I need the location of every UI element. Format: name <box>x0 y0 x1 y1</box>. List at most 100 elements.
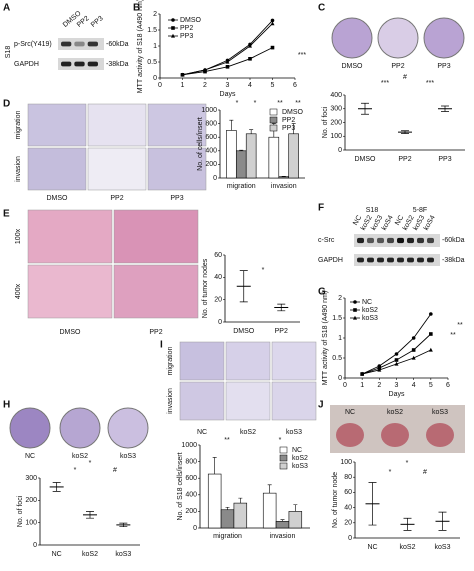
significance-label: *** <box>426 80 434 87</box>
band <box>357 237 364 244</box>
y-tick-label: 1 <box>338 335 342 342</box>
significance-label: * <box>389 469 392 476</box>
label: GAPDH <box>14 61 39 68</box>
x-tick-label: PP2 <box>275 328 288 335</box>
label: S18 <box>366 207 379 214</box>
dish-image <box>9 407 51 449</box>
micrograph <box>113 209 199 264</box>
point <box>248 57 252 61</box>
y-tick-label: 0 <box>213 175 217 182</box>
label: invasion <box>15 156 22 182</box>
error-bar <box>293 504 298 512</box>
band <box>61 41 72 47</box>
band <box>377 257 384 263</box>
bar <box>268 136 280 179</box>
micrograph <box>225 341 271 381</box>
dish-image <box>423 17 465 59</box>
label: -38kDa <box>106 61 129 68</box>
y-tick-label: 300 <box>25 475 37 482</box>
y-axis-label: No. of tumor node <box>332 472 339 528</box>
legend-label: koS3 <box>362 315 378 322</box>
dish-image <box>59 407 101 449</box>
point <box>360 371 365 376</box>
label: 5-8F <box>413 207 427 214</box>
x-tick-label: koS2 <box>82 551 98 558</box>
point <box>394 361 399 366</box>
bar <box>262 492 277 529</box>
bar <box>220 509 235 529</box>
point <box>394 352 399 356</box>
y-tick-label: 1 <box>153 43 157 50</box>
error-bar <box>277 303 286 312</box>
y-axis-label: No. of tumor nodes <box>202 258 209 318</box>
y-axis-label: MTT activity of S18 (A490 nm) <box>137 0 144 93</box>
y-tick-label: 100 <box>340 459 352 466</box>
y-tick-label: 1.5 <box>332 315 342 322</box>
significance-label: # <box>113 467 117 474</box>
x-axis-label: Days <box>389 391 405 398</box>
tumor <box>381 423 409 447</box>
y-axis-label: No. of cells/insert <box>197 117 204 171</box>
legend-swatch <box>279 454 288 462</box>
x-tick-label: 1 <box>360 382 364 389</box>
x-tick-label: koS2 <box>400 544 416 551</box>
x-tick-label: 4 <box>412 382 416 389</box>
label: PP3 <box>437 63 450 70</box>
x-tick-label: 6 <box>446 382 450 389</box>
band <box>357 257 364 263</box>
panel-letter: H <box>3 400 10 411</box>
y-tick-label: 200 <box>205 161 217 168</box>
band <box>417 257 424 263</box>
micrograph <box>87 147 147 191</box>
y-axis-label: No. of foci <box>17 495 24 527</box>
x-tick-label: DMSO <box>233 328 255 335</box>
legend-swatch <box>269 124 278 132</box>
label: NC <box>352 214 363 226</box>
error-bar <box>291 123 296 134</box>
tumor <box>336 423 364 447</box>
micrograph <box>27 209 113 264</box>
bar <box>233 502 248 529</box>
significance-label: # <box>403 74 407 81</box>
label: DMSO <box>47 195 69 202</box>
tumor <box>426 423 454 447</box>
panel-letter: F <box>318 203 324 214</box>
x-tick-label: 3 <box>226 82 230 89</box>
bar <box>207 473 222 529</box>
significance-label: * <box>74 467 77 474</box>
legend-label: NC <box>362 299 372 306</box>
band <box>61 61 72 67</box>
label: NC <box>394 214 405 226</box>
y-tick-label: 600 <box>205 134 217 141</box>
y-tick-label: 40 <box>214 274 222 281</box>
significance-label: ** <box>457 322 463 329</box>
point <box>428 347 433 352</box>
panel-letter: J <box>318 400 324 411</box>
label: S18 <box>5 46 12 59</box>
legend-swatch <box>269 108 278 116</box>
legend-swatch <box>279 462 288 470</box>
micrograph <box>27 264 113 319</box>
panel-letter: D <box>3 99 10 110</box>
y-tick-label: 0 <box>348 535 352 542</box>
y-tick-label: 200 <box>330 119 342 126</box>
band <box>74 61 85 67</box>
x-tick-label: 0 <box>343 382 347 389</box>
label: PP2 <box>391 63 404 70</box>
y-tick-label: 0.5 <box>147 59 157 66</box>
significance-label: ** <box>224 437 230 444</box>
panel-letter: A <box>3 3 10 14</box>
label: -38kDa <box>442 257 465 264</box>
error-bar <box>212 457 217 475</box>
error-bar <box>229 119 234 131</box>
x-tick-label: 3 <box>395 382 399 389</box>
legend-label: koS3 <box>292 463 308 470</box>
y-tick-label: 0 <box>338 147 342 154</box>
y-tick-label: 100 <box>330 133 342 140</box>
label: PP2 <box>149 329 162 336</box>
band <box>427 237 434 244</box>
x-tick-label: koS3 <box>115 551 131 558</box>
y-tick-label: 300 <box>330 106 342 113</box>
label: koS2 <box>72 453 88 460</box>
